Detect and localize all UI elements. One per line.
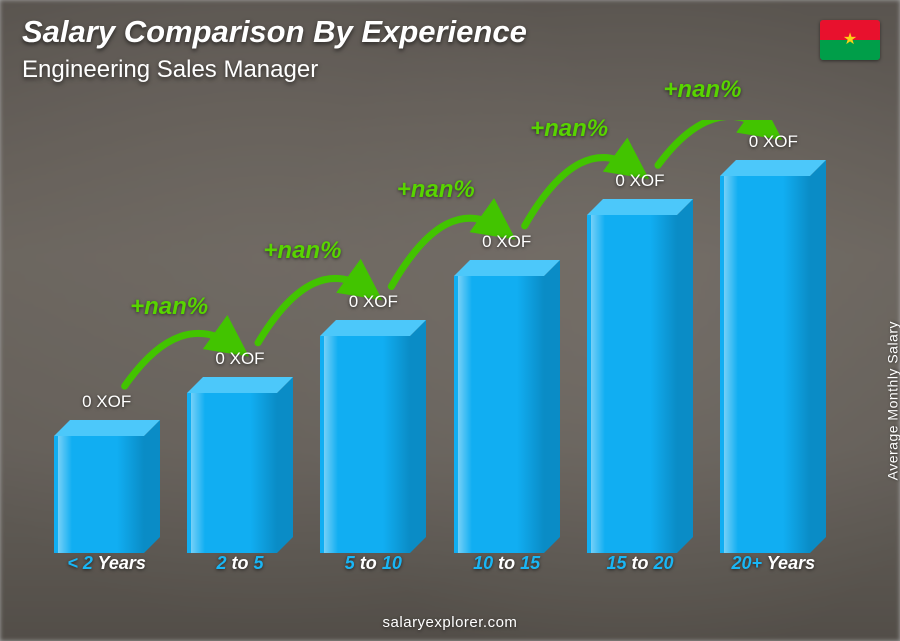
x-axis-tick-label: 2 to 5 bbox=[173, 553, 306, 581]
bar-value-label: 0 XOF bbox=[575, 171, 705, 191]
y-axis-label: Average Monthly Salary bbox=[884, 321, 900, 480]
flag-star-icon: ★ bbox=[843, 32, 857, 48]
bar: 0 XOF bbox=[40, 120, 173, 553]
chart-title: Salary Comparison By Experience bbox=[22, 14, 527, 50]
x-axis-tick-label: 10 to 15 bbox=[440, 553, 573, 581]
country-flag-burkina-faso: ★ bbox=[820, 20, 880, 60]
bar: 0 XOF bbox=[573, 120, 706, 553]
infographic: Salary Comparison By Experience Engineer… bbox=[0, 0, 900, 641]
x-axis-tick-label: 15 to 20 bbox=[573, 553, 706, 581]
percent-increase-label: +nan% bbox=[263, 237, 341, 265]
chart-subtitle: Engineering Sales Manager bbox=[22, 56, 318, 84]
bar-chart: 0 XOF0 XOF0 XOF0 XOF0 XOF0 XOF < 2 Years… bbox=[40, 120, 840, 581]
bar-value-label: 0 XOF bbox=[708, 132, 838, 152]
bar-value-label: 0 XOF bbox=[175, 349, 305, 369]
bar: 0 XOF bbox=[707, 120, 840, 553]
bar-value-label: 0 XOF bbox=[442, 232, 572, 252]
percent-increase-label: +nan% bbox=[397, 176, 475, 204]
x-axis-tick-label: 5 to 10 bbox=[307, 553, 440, 581]
bar-value-label: 0 XOF bbox=[308, 292, 438, 312]
footer-attribution: salaryexplorer.com bbox=[0, 614, 900, 631]
percent-increase-label: +nan% bbox=[530, 115, 608, 143]
x-axis-tick-label: < 2 Years bbox=[40, 553, 173, 581]
x-axis-tick-label: 20+ Years bbox=[707, 553, 840, 581]
percent-increase-label: +nan% bbox=[130, 293, 208, 321]
x-axis-labels: < 2 Years2 to 55 to 1010 to 1515 to 2020… bbox=[40, 553, 840, 581]
percent-increase-label: +nan% bbox=[663, 76, 741, 104]
bar-value-label: 0 XOF bbox=[42, 392, 172, 412]
bar: 0 XOF bbox=[173, 120, 306, 553]
